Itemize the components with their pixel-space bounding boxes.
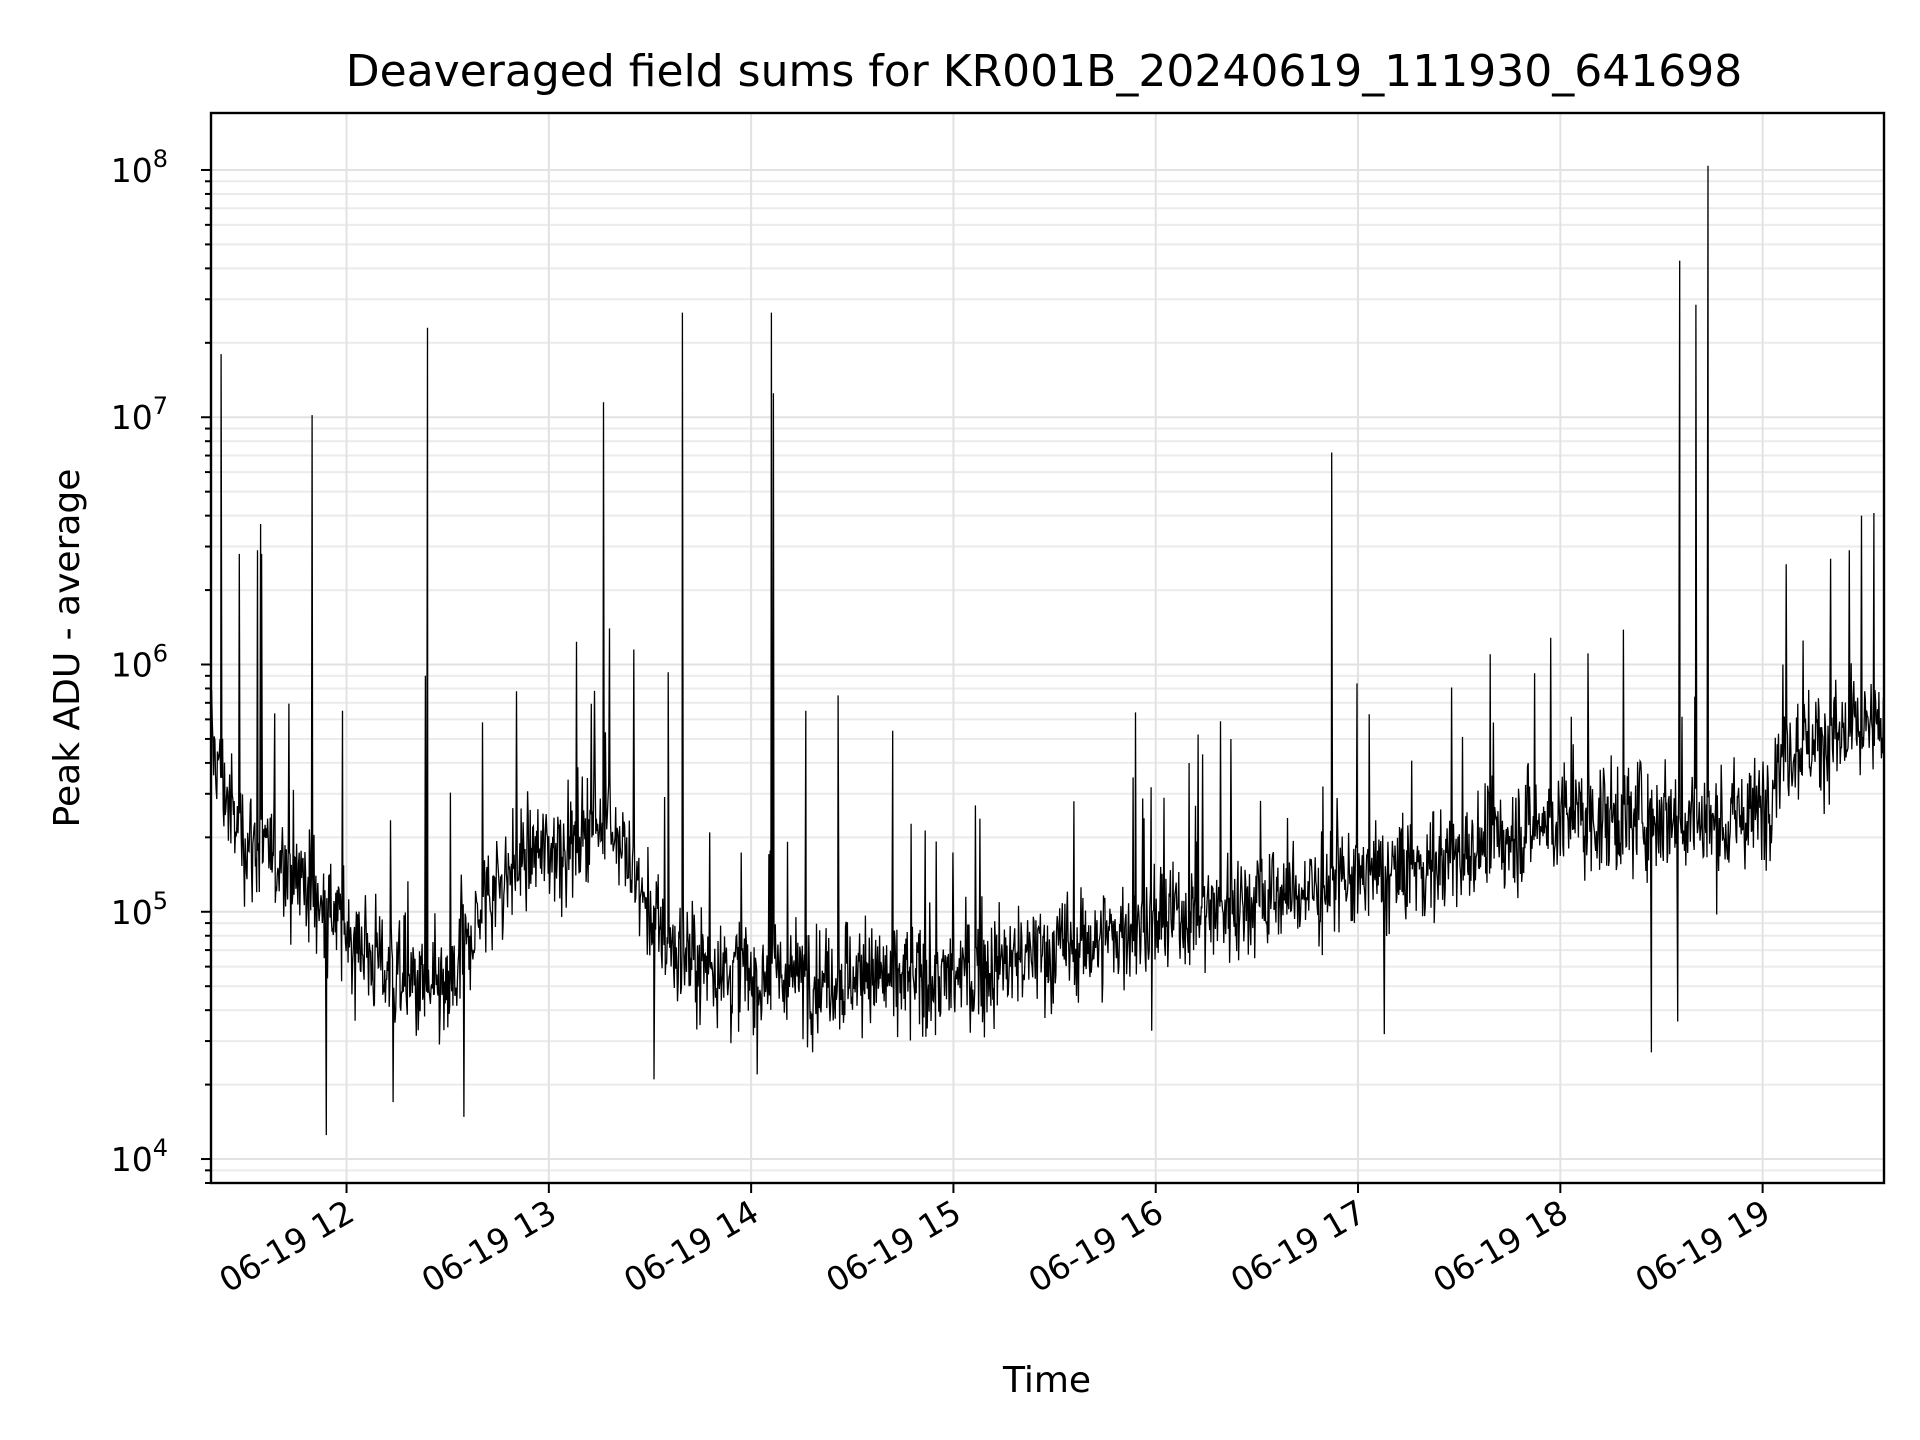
y-tick-label: 108 [111,145,168,190]
y-tick-label: 107 [111,392,168,437]
x-tick-label: 06-19 19 [1629,1192,1777,1300]
grid [211,113,1884,1184]
x-tick-label: 06-19 13 [415,1192,563,1300]
x-tick-label: 06-19 15 [819,1192,967,1300]
x-tick-label: 06-19 12 [213,1192,361,1300]
x-tick-label: 06-19 14 [617,1192,765,1300]
x-axis: 06-19 12 06-19 13 06-19 14 06-19 15 06-19 16… [213,1183,1777,1300]
y-tick-label: 105 [111,887,168,932]
plot-frame [209,111,1886,1185]
chart-title: Deaveraged field sums for KR001B_2024061… [346,46,1742,97]
y-tick-label: 104 [111,1134,168,1179]
series-line [210,165,1885,1136]
x-tick-label: 06-19 17 [1224,1192,1372,1300]
x-axis-label: Time [1002,1360,1091,1401]
y-axis: 104 105 106 107 108 [111,145,211,1184]
x-tick-label: 06-19 18 [1426,1192,1574,1300]
y-tick-label: 106 [111,640,168,685]
y-axis-label: Peak ADU - average [47,469,88,828]
x-tick-label: 06-19 16 [1022,1192,1170,1300]
